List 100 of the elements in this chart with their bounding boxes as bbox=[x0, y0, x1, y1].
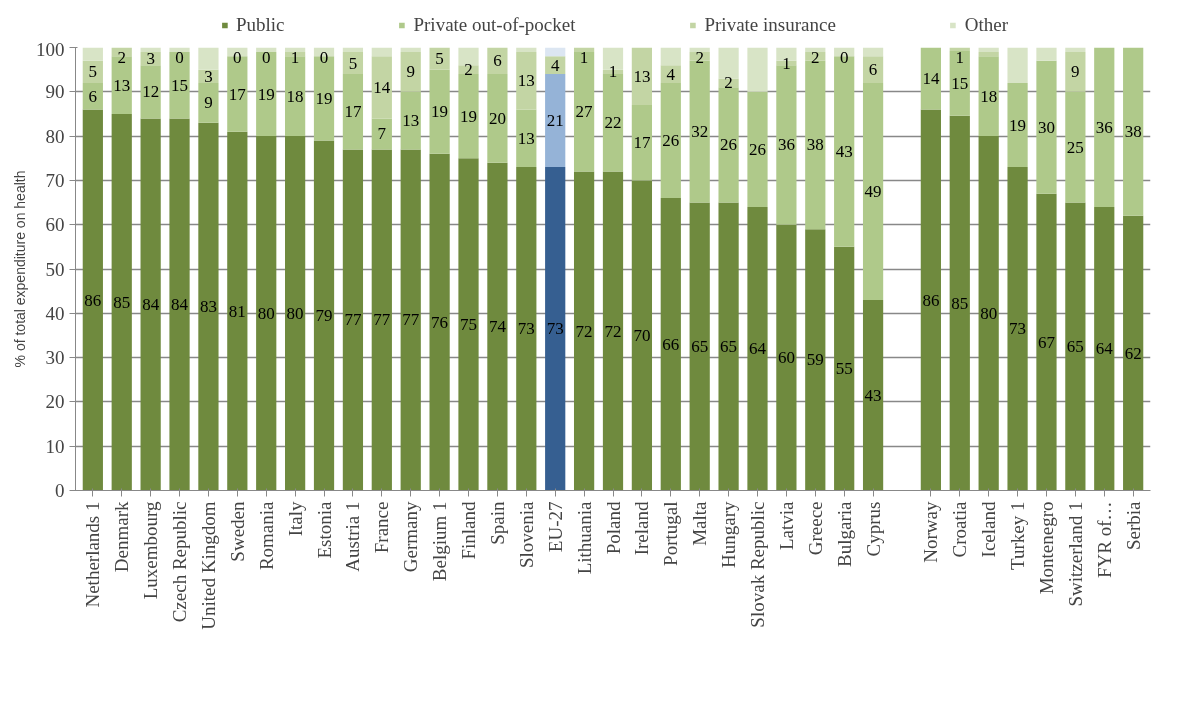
bar bbox=[978, 56, 999, 137]
bar bbox=[1065, 51, 1086, 92]
bar bbox=[400, 149, 421, 491]
bar bbox=[573, 171, 595, 491]
data-label: 80 bbox=[286, 303, 304, 323]
bar bbox=[169, 47, 190, 52]
bar bbox=[313, 140, 335, 491]
bar bbox=[458, 74, 479, 159]
bar bbox=[256, 136, 277, 491]
bar bbox=[1036, 193, 1057, 491]
bar bbox=[82, 82, 103, 110]
data-label: 0 bbox=[839, 47, 849, 67]
x-tick-label: EU-27 bbox=[544, 501, 566, 553]
data-label: 20 bbox=[488, 108, 506, 128]
data-label: 62 bbox=[1124, 343, 1142, 363]
data-label: 1 bbox=[782, 53, 791, 73]
data-label: 38 bbox=[1124, 122, 1142, 142]
data-label: 0 bbox=[261, 47, 271, 67]
data-label: 1 bbox=[290, 47, 300, 67]
data-label: 64 bbox=[1095, 339, 1114, 359]
data-label: 72 bbox=[575, 321, 593, 341]
bar bbox=[1036, 60, 1057, 194]
bar bbox=[256, 51, 277, 137]
data-label: 36 bbox=[1095, 117, 1113, 137]
data-label: 49 bbox=[864, 181, 882, 201]
data-label: 2 bbox=[811, 47, 820, 67]
data-label: 9 bbox=[406, 62, 415, 82]
bar bbox=[1123, 215, 1144, 491]
bar bbox=[660, 47, 681, 66]
x-tick-label: Netherlands 1 bbox=[82, 501, 104, 608]
data-label: 86 bbox=[84, 290, 102, 310]
bar bbox=[718, 202, 739, 491]
x-tick-label: Italy bbox=[284, 501, 306, 537]
data-label: 9 bbox=[204, 93, 213, 113]
bar bbox=[342, 74, 364, 150]
data-label: 77 bbox=[344, 310, 362, 330]
bar bbox=[429, 47, 450, 70]
bar bbox=[429, 153, 450, 491]
data-label: 1 bbox=[579, 47, 589, 67]
data-label: 6 bbox=[868, 60, 878, 80]
data-label: 7 bbox=[377, 124, 387, 144]
data-label: 12 bbox=[142, 82, 160, 102]
data-label: 25 bbox=[1066, 137, 1084, 157]
data-label: 2 bbox=[724, 73, 733, 93]
bar bbox=[834, 246, 855, 491]
bar bbox=[82, 47, 103, 61]
bar bbox=[602, 171, 624, 491]
bar bbox=[198, 122, 219, 491]
x-tick-label: FYR of… bbox=[1093, 501, 1115, 579]
data-label: 3 bbox=[146, 49, 155, 69]
y-tick-label: 10 bbox=[45, 435, 65, 457]
bar bbox=[920, 109, 941, 491]
x-tick-label: Greece bbox=[804, 501, 826, 556]
x-tick-label: Iceland bbox=[978, 501, 1000, 558]
bar bbox=[631, 180, 653, 491]
x-tick-label: France bbox=[371, 501, 393, 554]
data-label: 84 bbox=[171, 294, 189, 314]
bar bbox=[371, 118, 392, 150]
bar bbox=[400, 91, 421, 150]
bar bbox=[631, 47, 653, 106]
x-tick-label: Cyprus bbox=[862, 501, 884, 557]
bar bbox=[747, 47, 768, 92]
bar bbox=[660, 82, 681, 199]
data-label: 14 bbox=[922, 69, 940, 89]
data-label: 65 bbox=[720, 337, 738, 357]
data-label: 83 bbox=[199, 297, 217, 317]
data-label: 17 bbox=[344, 102, 362, 122]
bar bbox=[198, 82, 219, 123]
bar bbox=[1007, 167, 1028, 491]
bar bbox=[718, 87, 739, 203]
data-label: 65 bbox=[1066, 337, 1084, 357]
bar bbox=[1065, 91, 1086, 203]
data-label: 2 bbox=[464, 60, 473, 80]
x-tick-label: Norway bbox=[920, 501, 942, 563]
x-tick-label: Slovak Republic bbox=[746, 501, 768, 628]
data-label: 26 bbox=[748, 139, 766, 159]
bar bbox=[776, 224, 797, 491]
data-label: 17 bbox=[633, 133, 651, 153]
bar bbox=[458, 47, 479, 66]
data-label: 67 bbox=[1037, 332, 1056, 352]
bar bbox=[920, 47, 941, 110]
x-tick-label: Sweden bbox=[226, 501, 248, 562]
y-tick-label: 80 bbox=[45, 125, 65, 147]
x-tick-label: United Kingdom bbox=[197, 501, 219, 630]
data-label: 73 bbox=[517, 319, 535, 339]
data-label: 64 bbox=[748, 339, 767, 359]
bar bbox=[400, 51, 421, 92]
bar bbox=[1123, 47, 1144, 216]
y-tick-label: 40 bbox=[45, 302, 65, 324]
x-tick-label: Lithuania bbox=[573, 500, 595, 575]
bar bbox=[487, 162, 508, 491]
x-tick-label: Finland bbox=[458, 501, 480, 560]
bar bbox=[862, 56, 884, 83]
x-tick-label: Portugal bbox=[660, 501, 682, 566]
data-label: 59 bbox=[806, 350, 824, 370]
data-label: 5 bbox=[88, 62, 98, 82]
bar bbox=[718, 47, 739, 79]
x-tick-label: Turkey 1 bbox=[1007, 501, 1029, 570]
bar bbox=[1065, 202, 1086, 491]
data-label: 18 bbox=[286, 86, 304, 106]
